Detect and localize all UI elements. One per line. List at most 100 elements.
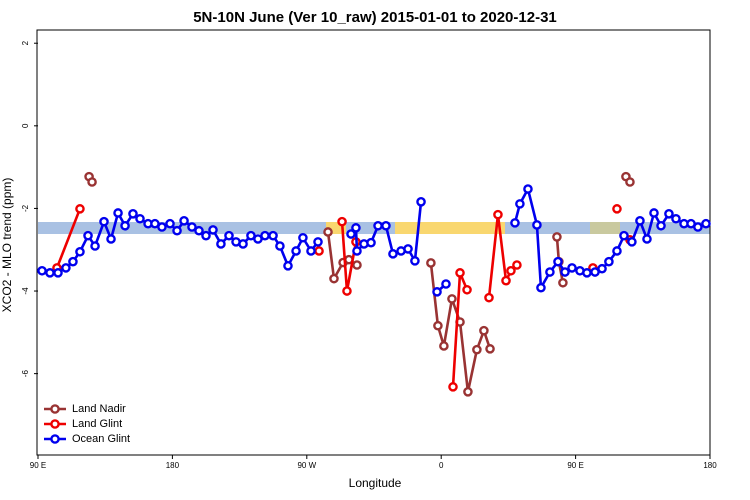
legend-label: Land Nadir bbox=[72, 403, 126, 415]
data-point bbox=[523, 184, 533, 194]
data-point bbox=[306, 246, 316, 256]
data-point bbox=[352, 246, 362, 256]
data-point bbox=[552, 232, 562, 242]
x-tick-label: 90 E bbox=[30, 461, 46, 470]
data-point bbox=[701, 218, 711, 229]
x-tick-label: 180 bbox=[166, 461, 180, 470]
band-land bbox=[590, 222, 620, 234]
series-line bbox=[57, 209, 630, 387]
data-point bbox=[619, 230, 629, 241]
data-point bbox=[510, 218, 520, 228]
data-point bbox=[68, 256, 78, 267]
data-point bbox=[447, 294, 457, 304]
data-point bbox=[656, 220, 666, 231]
data-point bbox=[416, 197, 426, 207]
data-point bbox=[87, 177, 97, 187]
data-point bbox=[671, 213, 681, 224]
data-point bbox=[106, 234, 116, 244]
data-point bbox=[553, 256, 563, 267]
data-point bbox=[298, 232, 308, 243]
legend-label: Ocean Glint bbox=[72, 433, 130, 445]
data-point bbox=[536, 282, 546, 293]
data-point bbox=[157, 222, 167, 232]
data-point bbox=[501, 275, 511, 286]
y-tick-label: -6 bbox=[21, 370, 30, 378]
data-point bbox=[441, 279, 451, 289]
data-point bbox=[329, 273, 339, 284]
data-point bbox=[373, 220, 383, 231]
data-point bbox=[268, 230, 278, 241]
data-point bbox=[208, 225, 218, 235]
data-point bbox=[165, 218, 175, 229]
data-point bbox=[337, 216, 347, 227]
data-point bbox=[179, 216, 189, 226]
data-point bbox=[83, 230, 93, 241]
data-point bbox=[346, 229, 356, 239]
data-point bbox=[448, 382, 458, 392]
data-point bbox=[403, 244, 413, 254]
data-point bbox=[410, 256, 420, 266]
data-point bbox=[642, 234, 652, 244]
data-point bbox=[472, 344, 482, 355]
y-tick-label: -4 bbox=[21, 287, 30, 295]
data-point bbox=[612, 246, 622, 256]
data-point bbox=[283, 261, 293, 271]
legend-label: Land Glint bbox=[72, 418, 122, 430]
data-point bbox=[113, 208, 123, 218]
data-point bbox=[426, 258, 436, 268]
data-point bbox=[275, 241, 285, 251]
data-point bbox=[238, 239, 248, 249]
data-point bbox=[693, 222, 703, 232]
y-tick-label: 0 bbox=[21, 123, 30, 128]
data-point bbox=[53, 268, 63, 278]
data-point bbox=[462, 284, 472, 295]
data-point bbox=[291, 246, 301, 256]
legend: Land Nadir Land Glint Ocean Glint bbox=[44, 403, 130, 445]
band-land bbox=[395, 222, 505, 234]
data-point bbox=[432, 287, 442, 297]
data-point bbox=[664, 208, 674, 219]
legend-marker bbox=[50, 434, 60, 444]
data-point bbox=[506, 265, 516, 276]
x-axis-label: Longitude bbox=[349, 476, 402, 490]
data-point bbox=[216, 239, 226, 249]
data-point bbox=[99, 216, 109, 227]
data-point bbox=[532, 220, 542, 230]
data-point bbox=[201, 230, 211, 241]
data-point bbox=[37, 265, 47, 276]
data-point bbox=[75, 246, 85, 257]
data-point bbox=[314, 246, 324, 256]
data-point bbox=[342, 286, 352, 296]
legend-marker bbox=[50, 404, 60, 414]
data-point bbox=[479, 325, 489, 336]
data-point bbox=[351, 223, 361, 233]
data-point bbox=[366, 237, 376, 248]
data-point bbox=[45, 268, 55, 278]
data-point bbox=[512, 260, 522, 270]
data-point bbox=[597, 263, 607, 274]
data-point bbox=[313, 237, 323, 247]
y-axis-label: XCO2 - MLO trend (ppm) bbox=[0, 178, 14, 313]
data-point bbox=[627, 237, 637, 247]
y-tick-label: -2 bbox=[21, 204, 30, 212]
data-point bbox=[649, 208, 659, 218]
chart-title: 5N-10N June (Ver 10_raw) 2015-01-01 to 2… bbox=[193, 9, 557, 26]
data-point bbox=[75, 204, 85, 214]
data-point bbox=[135, 213, 145, 224]
data-point bbox=[194, 225, 204, 236]
data-point bbox=[455, 268, 465, 278]
data-point bbox=[515, 199, 525, 209]
x-tick-label: 0 bbox=[439, 461, 444, 470]
data-point bbox=[323, 227, 333, 237]
data-point bbox=[388, 249, 398, 259]
data-point bbox=[224, 230, 234, 241]
data-point bbox=[485, 344, 495, 354]
data-point bbox=[635, 216, 645, 226]
data-point bbox=[493, 209, 503, 220]
data-point bbox=[90, 241, 100, 251]
x-tick-label: 90 E bbox=[567, 461, 583, 470]
data-point bbox=[439, 341, 449, 351]
data-point bbox=[260, 230, 270, 241]
data-point bbox=[120, 220, 130, 231]
